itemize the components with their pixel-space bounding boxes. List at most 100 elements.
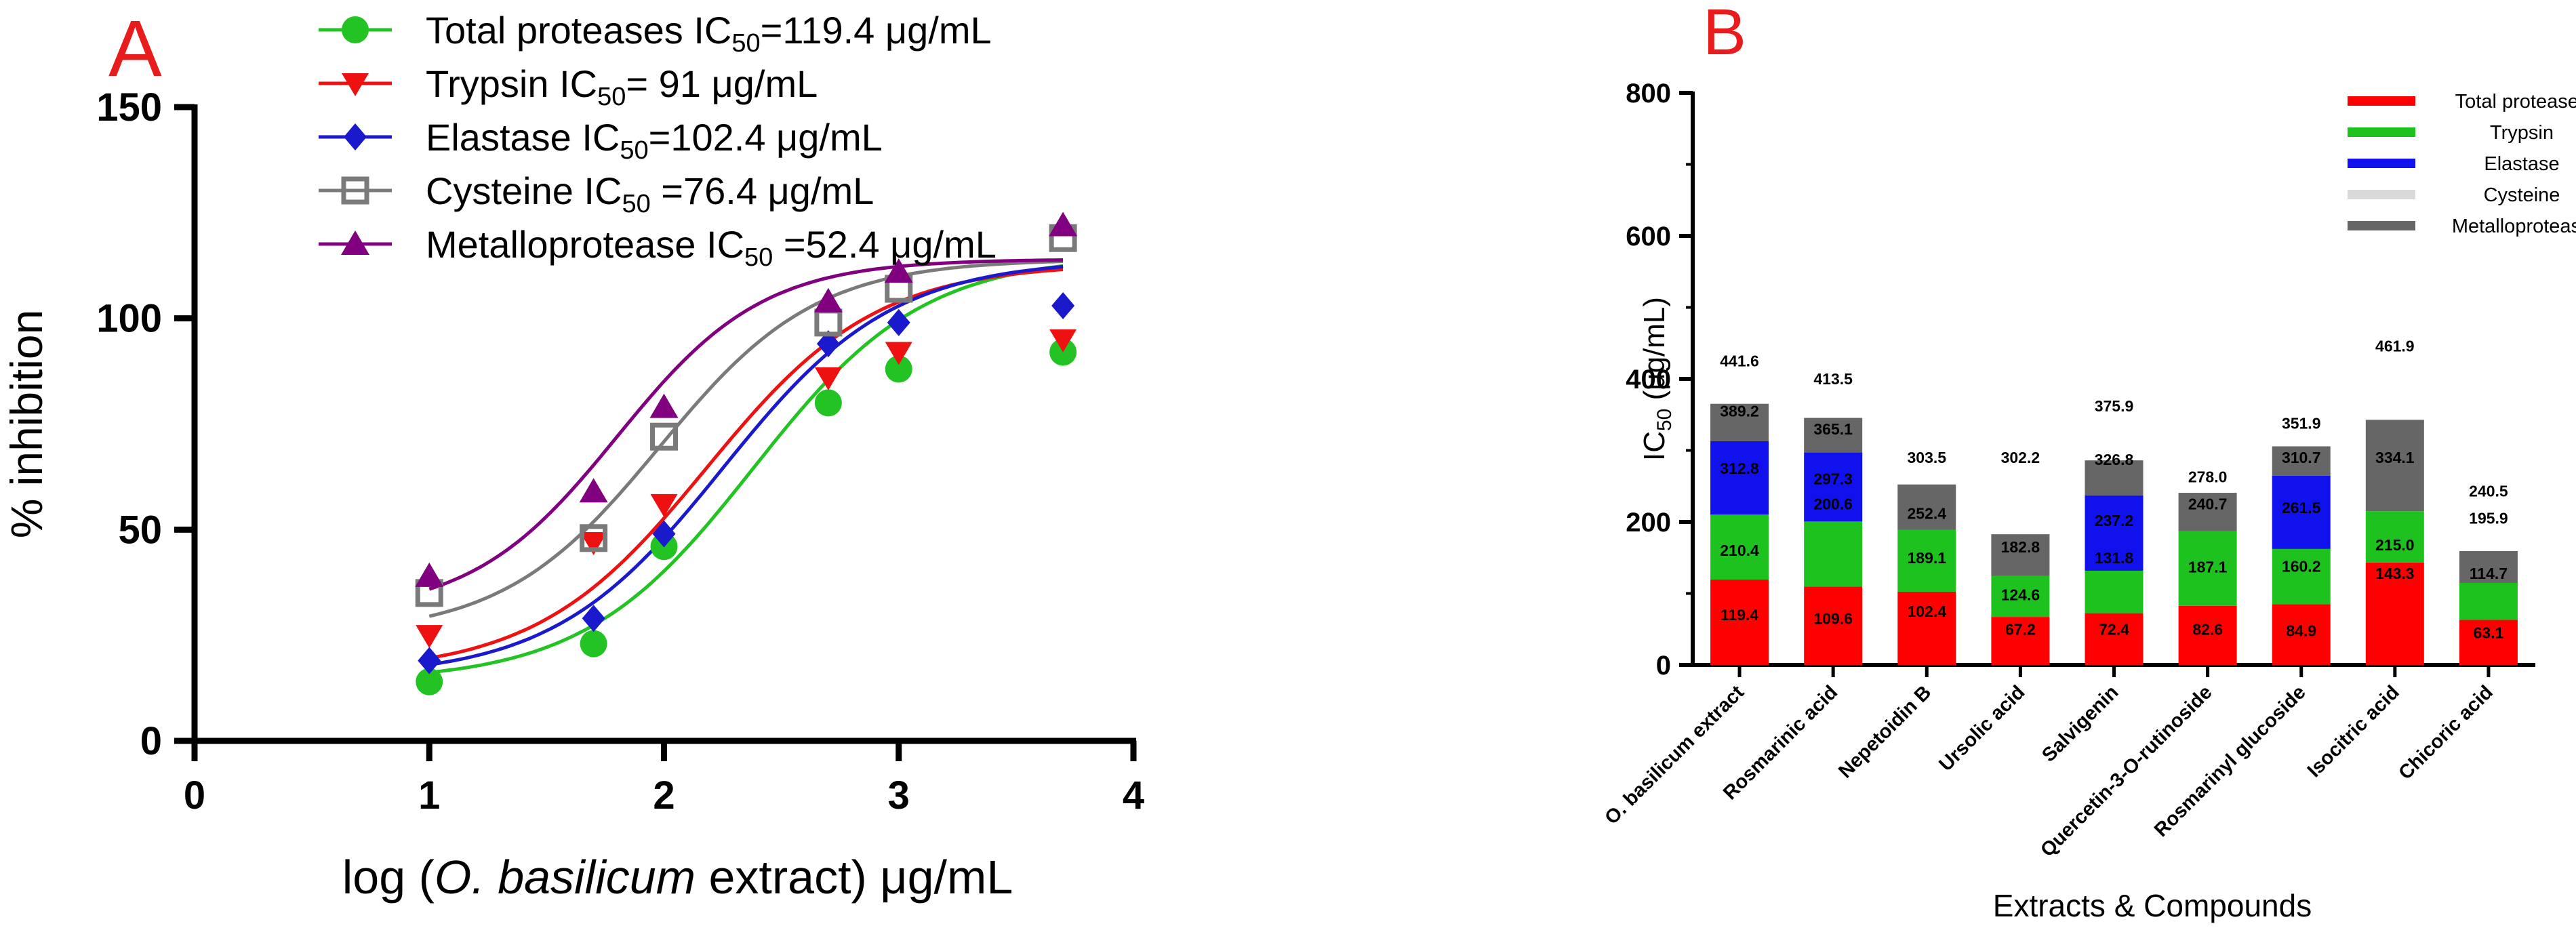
data-label: 365.1 <box>1813 420 1853 438</box>
data-label: 124.6 <box>2001 586 2040 604</box>
panel-a-x-tick-label: 2 <box>653 773 675 817</box>
category-label-rosmarinyl-glucoside: Rosmarinyl glucoside <box>2150 681 2310 841</box>
bar-trypsin-chicoric-acid <box>2459 582 2518 620</box>
legend-marker-metalloprotease <box>341 230 369 255</box>
data-label: 63.1 <box>2474 624 2504 642</box>
bar-metalloprotease-chicoric-acid <box>2459 550 2518 583</box>
data-label: 252.4 <box>1907 504 1946 522</box>
legend-label-trypsin: Trypsin <box>2490 122 2554 144</box>
data-label: 413.5 <box>1813 370 1853 388</box>
bar-metalloprotease-ursolic-acid <box>1991 534 2050 576</box>
point-trypsin <box>814 367 842 390</box>
bar-metalloprotease-rosmarinyl-glucoside <box>2272 446 2331 476</box>
data-label: 326.8 <box>2095 451 2134 468</box>
panel-b-label: B <box>1703 0 1746 68</box>
point-elastase <box>652 520 676 548</box>
legend-label-total-proteases: Total proteases IC50=119.4 μg/mL <box>426 9 992 58</box>
bar-total-proteases-ursolic-acid <box>1991 617 2050 665</box>
bar-metalloprotease-salvigenin <box>2085 460 2144 496</box>
panel-b-chart: B 0 200 400 600 800 IC50 (μg/mL) Extracts & Com… <box>1601 0 2576 923</box>
legend-swatch-metalloprotease <box>2348 221 2415 230</box>
point-elastase <box>1051 291 1075 319</box>
data-label: 102.4 <box>1907 603 1946 620</box>
point-elastase <box>418 647 441 674</box>
point-metalloprotease <box>1049 211 1078 237</box>
point-metalloprotease <box>415 562 444 587</box>
panel-a-y-tick-label: 50 <box>118 508 162 552</box>
bar-total-proteases-rosmarinic-acid <box>1804 586 1863 665</box>
panel-a-x-axis-title: log (O. basilicum extract) μg/mL <box>342 851 1013 904</box>
panel-b-legend: Total proteases Trypsin Elastase Cysteine Me… <box>2348 91 2576 237</box>
data-label: 84.9 <box>2286 622 2316 639</box>
legend-swatch-cysteine <box>2348 190 2415 199</box>
point-elastase <box>887 308 910 336</box>
data-label: 119.4 <box>1720 606 1758 624</box>
data-label: 240.5 <box>2469 483 2508 500</box>
bar-elastase-salvigenin <box>2085 495 2144 571</box>
panel-a-y-tick-label: 100 <box>96 297 162 341</box>
panel-a-x-tick-label: 4 <box>1123 773 1144 817</box>
panel-b-y-tick-label: 800 <box>1626 79 1671 108</box>
bar-trypsin-ursolic-acid <box>1991 575 2050 618</box>
panel-a-y-tick-label: 150 <box>96 85 162 129</box>
data-label: 215.0 <box>2375 536 2415 554</box>
legend-label-metalloprotease: Metalloprotease IC50 =52.4 μg/mL <box>426 223 997 272</box>
bar-trypsin-quercetin-3-o-rutinoside <box>2178 531 2237 606</box>
legend-label-trypsin: Trypsin IC50= 91 μg/mL <box>426 62 818 111</box>
panel-b-y-tick-label: 600 <box>1626 222 1671 251</box>
panel-b-x-axis-title: Extracts & Compounds <box>1993 888 2312 923</box>
data-label: 143.3 <box>2375 565 2415 582</box>
point-total-proteases <box>580 630 607 658</box>
legend-label-elastase: Elastase IC50=102.4 μg/mL <box>426 116 883 165</box>
bar-trypsin-rosmarinyl-glucoside <box>2272 548 2331 605</box>
fit-curve-total-proteases <box>429 264 1064 674</box>
point-trypsin <box>1049 329 1077 352</box>
panel-a-x-tick-label: 1 <box>418 773 440 817</box>
bar-total-proteases-salvigenin <box>2085 613 2144 665</box>
point-metalloprotease <box>884 258 913 283</box>
category-label-ursolic-acid: Ursolic acid <box>1935 681 2029 775</box>
bar-trypsin-nepetoidin-b <box>1897 529 1956 592</box>
category-label-chicoric-acid: Chicoric acid <box>2394 681 2497 784</box>
panel-a-y-axis-title: % inhibition <box>1 310 52 539</box>
data-label: 334.1 <box>2375 449 2415 466</box>
bar-trypsin-rosmarinic-acid <box>1804 521 1863 587</box>
legend-label-cysteine: Cysteine <box>2484 184 2560 206</box>
point-total-proteases <box>416 668 443 695</box>
point-cysteine <box>580 524 608 552</box>
data-label: 240.7 <box>2188 496 2228 513</box>
data-label: 375.9 <box>2095 397 2134 415</box>
bar-metalloprotease-isocitric-acid <box>2365 420 2424 512</box>
category-label-quercetin-3-o-rutinoside: Quercetin-3-O-rutinoside <box>2036 681 2216 861</box>
panel-a-y-tick-label: 0 <box>140 719 162 763</box>
panel-a-legend: Total proteases IC50=119.4 μg/mLTrypsin … <box>319 9 997 272</box>
point-elastase <box>582 605 605 632</box>
point-trypsin <box>885 342 912 365</box>
data-label: 303.5 <box>1907 449 1946 466</box>
data-label: 189.1 <box>1907 549 1946 567</box>
data-label: 195.9 <box>2469 510 2508 527</box>
bar-total-proteases-nepetoidin-b <box>1897 591 1956 665</box>
point-metalloprotease <box>813 287 843 312</box>
legend-swatch-total-proteases <box>2348 96 2415 106</box>
data-label: 302.2 <box>2001 449 2040 466</box>
legend-marker-total-proteases <box>342 16 369 43</box>
fit-curve-cysteine <box>428 260 1064 618</box>
data-label: 200.6 <box>1813 496 1853 513</box>
point-trypsin <box>580 532 607 556</box>
legend-label-cysteine: Cysteine IC50 =76.4 μg/mL <box>426 169 874 218</box>
point-metalloprotease <box>579 478 608 503</box>
bar-total-proteases-quercetin-3-o-rutinoside <box>2178 605 2237 665</box>
point-total-proteases <box>885 355 912 383</box>
data-label: 389.2 <box>1720 402 1759 420</box>
point-metalloprotease <box>649 393 679 418</box>
data-label: 261.5 <box>2282 499 2321 517</box>
bar-total-proteases-chicoric-acid <box>2459 620 2518 665</box>
data-label: 461.9 <box>2375 337 2415 355</box>
panel-b-y-tick-label: 200 <box>1626 508 1671 538</box>
panel-a-label: A <box>108 4 162 94</box>
bar-trypsin-salvigenin <box>2085 570 2144 613</box>
data-label: 182.8 <box>2001 538 2040 556</box>
bar-metalloprotease-quercetin-3-o-rutinoside <box>2178 493 2237 531</box>
category-label-o-basilicum-extract: O. basilicum extract <box>1601 681 1748 829</box>
